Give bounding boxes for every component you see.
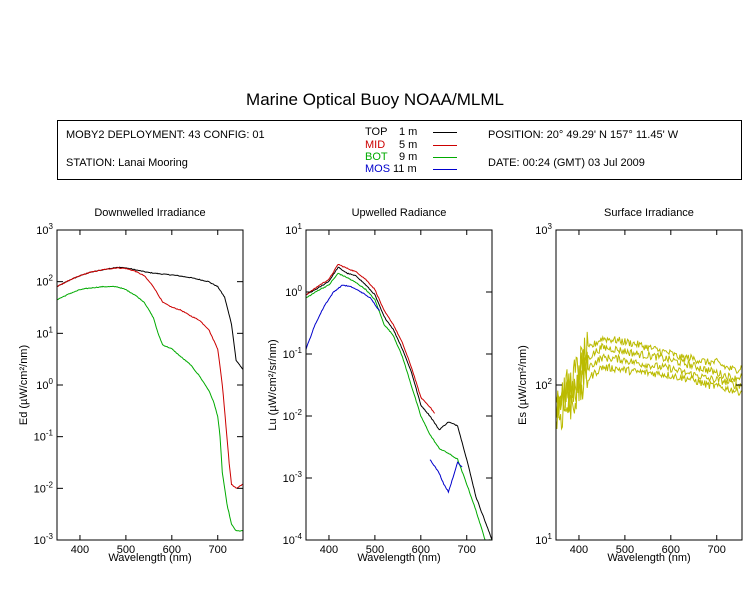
x-tick-label: 500: [616, 544, 634, 556]
x-tick-label: 700: [209, 544, 227, 556]
x-axis-label: Wavelength (nm): [607, 552, 690, 564]
legend-name: MID: [365, 139, 386, 151]
legend-line: [433, 132, 457, 133]
legend-line: [433, 157, 457, 158]
y-tick-label: 10-1: [283, 346, 303, 361]
y-axis-label: Lu (µW/cm²/sr/nm): [267, 339, 279, 430]
y-tick-label: 100: [36, 377, 53, 392]
y-axis-label: Ed (µW/cm²/nm): [18, 345, 30, 425]
legend-name: TOP: [365, 126, 388, 138]
deployment-label: MOBY2 DEPLOYMENT: 43 CONFIG: 01: [66, 129, 265, 141]
chart-title: Surface Irradiance: [604, 207, 694, 219]
y-axis-label: Es (µW/cm²/nm): [517, 345, 529, 425]
y-tick-label: 103: [36, 222, 53, 237]
chart-title: Downwelled Irradiance: [94, 207, 205, 219]
x-tick-label: 400: [320, 544, 338, 556]
series-line-mos: [306, 284, 380, 350]
series-line-mid: [57, 267, 243, 489]
series-line-es-4: [556, 362, 742, 431]
legend-name: MOS: [365, 163, 391, 175]
y-tick-label: 103: [535, 222, 552, 237]
station-label: STATION: Lanai Mooring: [66, 157, 188, 169]
x-tick-label: 600: [163, 544, 181, 556]
x-tick-label: 400: [570, 544, 588, 556]
x-axis-label: Wavelength (nm): [357, 552, 440, 564]
chart-panel: Surface Irradiance 400 500 600 700 Wavelength…: [517, 207, 743, 564]
y-tick-label: 10-4: [283, 532, 303, 547]
plot-frame: [305, 229, 493, 541]
series-line-mos: [429, 459, 463, 494]
x-tick-label: 600: [662, 544, 680, 556]
page-title: Marine Optical Buoy NOAA/MLML: [246, 90, 504, 109]
series-line-mid: [306, 264, 436, 414]
x-tick-label: 700: [458, 544, 476, 556]
chart-panel: Upwelled Radiance 400 500 600 700 Wavelength …: [267, 207, 493, 564]
x-tick-label: 500: [366, 544, 384, 556]
plot-frame: [56, 229, 244, 541]
series-line-bot: [57, 285, 243, 532]
y-tick-label: 102: [36, 274, 53, 289]
y-tick-label: 101: [36, 325, 53, 340]
legend-depth: 1 m: [399, 126, 418, 138]
x-axis-label: Wavelength (nm): [108, 552, 191, 564]
legend-line: [433, 145, 457, 146]
y-tick-label: 10-3: [34, 532, 54, 547]
x-tick-label: 400: [71, 544, 89, 556]
y-tick-label: 101: [535, 532, 552, 547]
y-tick-label: 101: [285, 222, 302, 237]
chart-title: Upwelled Radiance: [352, 207, 447, 219]
position-label: POSITION: 20° 49.29' N 157° 11.45' W: [488, 129, 679, 141]
series-line-top: [306, 266, 492, 540]
legend-name: BOT: [365, 151, 388, 163]
legend-depth: 9 m: [399, 151, 418, 163]
series-line-es-3: [556, 351, 742, 419]
y-tick-label: 10-3: [283, 470, 303, 485]
x-tick-label: 500: [117, 544, 135, 556]
y-tick-label: 100: [285, 284, 302, 299]
y-tick-label: 10-2: [34, 480, 54, 495]
series-line-bot: [306, 272, 492, 540]
legend-line: [433, 169, 457, 170]
chart-panel: Downwelled Irradiance 400 500 600 700 Wavelen…: [18, 207, 244, 564]
series-line-es-1: [556, 331, 742, 414]
legend-depth: 11 m: [393, 163, 417, 175]
y-tick-label: 102: [535, 377, 552, 392]
y-tick-label: 10-1: [34, 429, 54, 444]
y-tick-label: 10-2: [283, 408, 303, 423]
x-tick-label: 700: [708, 544, 726, 556]
x-tick-label: 600: [412, 544, 430, 556]
info-box: MOBY2 DEPLOYMENT: 43 CONFIG: 01 STATION:…: [57, 120, 742, 180]
date-label: DATE: 00:24 (GMT) 03 Jul 2009: [488, 157, 645, 169]
legend-depth: 5 m: [399, 139, 418, 151]
